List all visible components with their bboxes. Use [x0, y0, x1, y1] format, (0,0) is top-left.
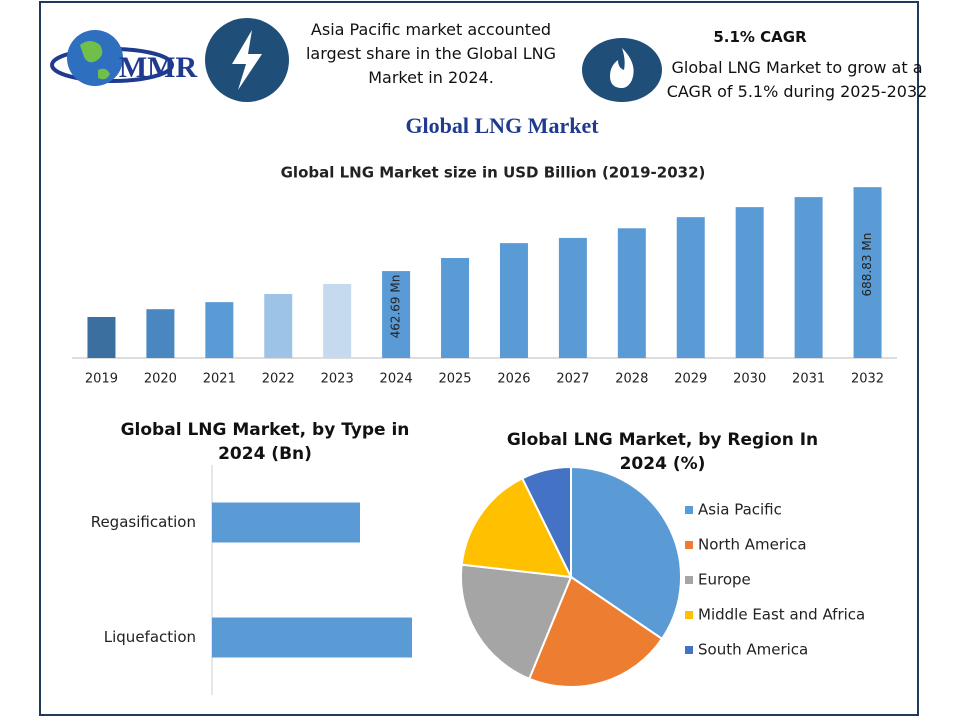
chart-title: Global LNG Market, by Region In 2024 (%) [506, 430, 819, 474]
x-tick-label: 2020 [144, 372, 177, 387]
logo-text: MMR [119, 51, 198, 84]
legend-label: Europe [698, 571, 751, 589]
chart-title: Global LNG Market size in USD Billion (2… [281, 164, 706, 182]
bar [212, 502, 360, 543]
note-left: Asia Pacific market accounted largest sh… [305, 20, 557, 87]
note-right-title: 5.1% CAGR [713, 28, 807, 46]
bar [146, 309, 175, 358]
pie-slice [520, 465, 572, 578]
legend-swatch [685, 576, 693, 584]
bar [264, 293, 293, 358]
lightning-icon [205, 18, 289, 102]
y-tick-label: Liquefaction [104, 628, 196, 646]
pie-slice [460, 477, 573, 579]
pie-slice [570, 465, 682, 641]
x-tick-label: 2021 [203, 372, 236, 387]
x-tick-label: 2026 [497, 372, 530, 387]
bar [499, 243, 528, 358]
x-tick-label: 2024 [380, 372, 413, 387]
legend-label: North America [698, 536, 807, 554]
x-tick-label: 2027 [556, 372, 589, 387]
bar [205, 302, 234, 358]
legend-label: Asia Pacific [698, 501, 782, 519]
x-tick-label: 2031 [792, 372, 825, 387]
y-tick-label: Regasification [91, 513, 196, 531]
chart-title: Global LNG Market, by Type in 2024 (Bn) [120, 420, 410, 464]
x-tick-label: 2025 [438, 372, 471, 387]
x-tick-label: 2023 [321, 372, 354, 387]
note-right: Global LNG Market to grow at a CAGR of 5… [666, 58, 928, 101]
x-tick-label: 2032 [851, 372, 884, 387]
bar [87, 316, 116, 358]
bar [212, 617, 412, 658]
bar [853, 187, 882, 358]
x-tick-label: 2030 [733, 372, 766, 387]
bar [382, 271, 411, 358]
x-tick-label: 2028 [615, 372, 648, 387]
bar [558, 237, 587, 358]
legend-label: South America [698, 641, 808, 659]
value-label: 688.83 Mn [860, 233, 874, 297]
legend-swatch [685, 506, 693, 514]
bar [323, 283, 352, 358]
x-tick-label: 2022 [262, 372, 295, 387]
x-tick-label: 2029 [674, 372, 707, 387]
pie-slice [527, 575, 664, 688]
pie-slice [460, 563, 573, 681]
x-tick-label: 2019 [85, 372, 118, 387]
legend-swatch [685, 541, 693, 549]
logo-globe [50, 30, 174, 86]
bar [794, 197, 823, 358]
frame [39, 1, 919, 716]
value-label: 462.69 Mn [389, 275, 403, 339]
bar [735, 207, 764, 358]
legend-swatch [685, 646, 693, 654]
main-title: Global LNG Market [405, 113, 599, 138]
bar [441, 257, 470, 358]
legend-label: Middle East and Africa [698, 606, 865, 624]
bar [676, 217, 705, 358]
flame-icon [582, 38, 662, 102]
legend-swatch [685, 611, 693, 619]
bar [617, 228, 646, 358]
